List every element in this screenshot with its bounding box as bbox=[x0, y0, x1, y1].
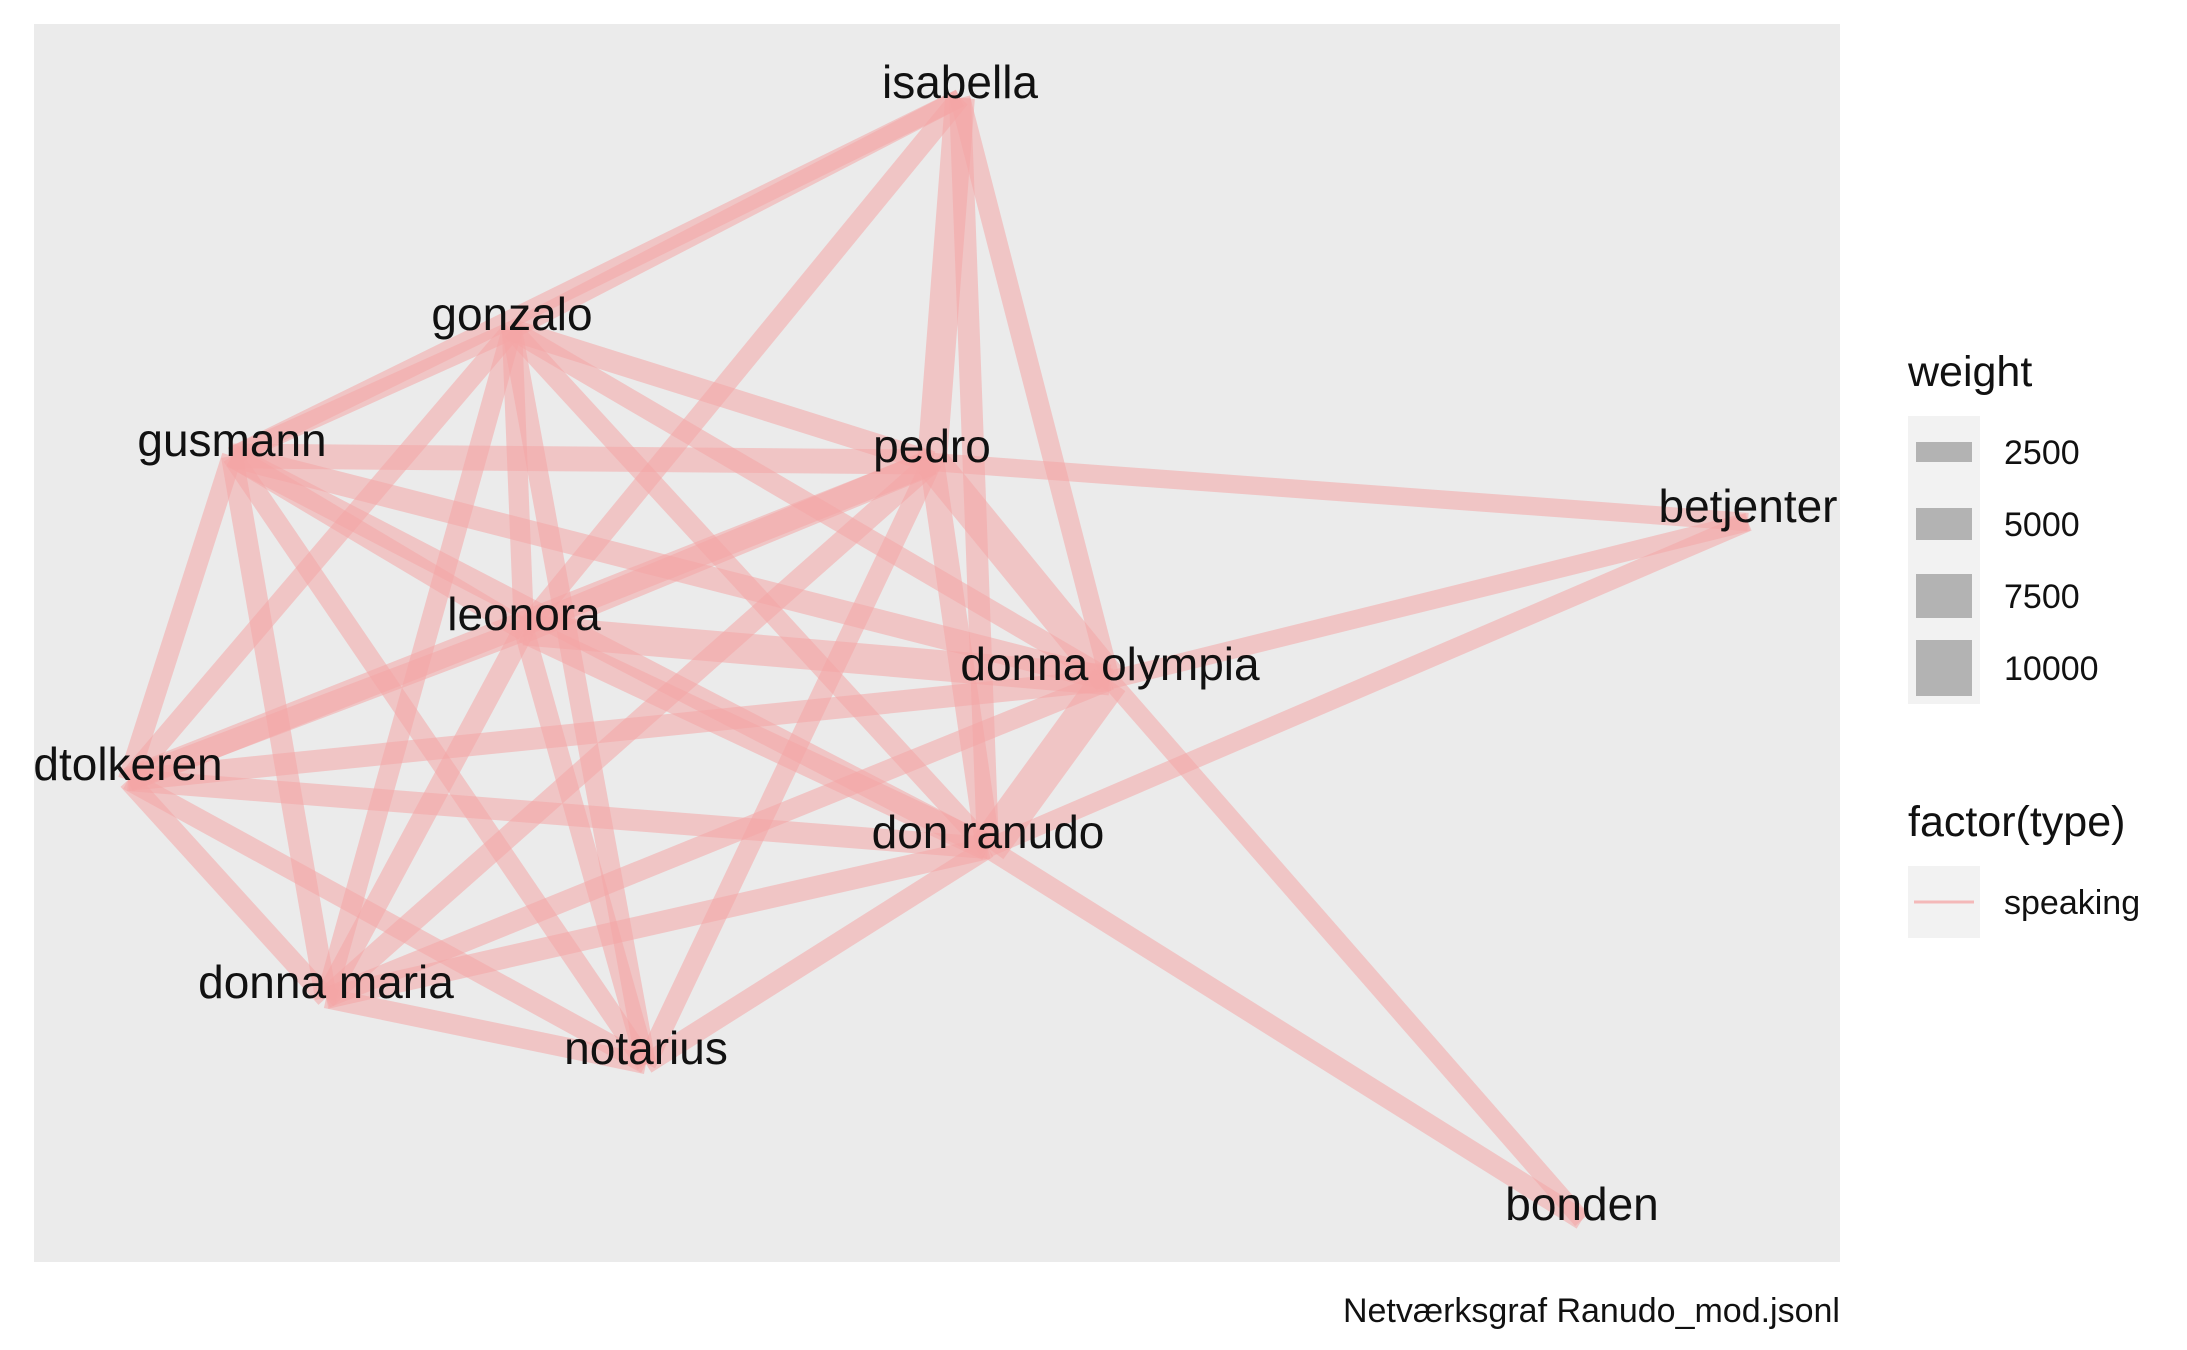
node-label-leonora: leonora bbox=[447, 588, 601, 640]
edge-don_ranudo-dtolkeren bbox=[127, 769, 989, 859]
legend-weight-title: weight bbox=[1907, 348, 2032, 396]
node-label-betjenter: betjenter bbox=[1658, 480, 1837, 532]
node-label-don_ranudo: don ranudo bbox=[872, 806, 1105, 858]
edge-leonora-don_ranudo bbox=[518, 618, 994, 860]
legend-weight-label: 7500 bbox=[2004, 578, 2080, 616]
edge-gusmann-notarius bbox=[223, 450, 655, 1070]
edge-pedro-betjenter bbox=[931, 452, 1749, 532]
edge-gusmann-pedro bbox=[231, 443, 933, 475]
node-labels-layer: isabella gonzalo gusmann pedro betjenter leon… bbox=[33, 56, 1837, 1230]
legend: weight 2500 5000 7500 10000 factor(type) sp… bbox=[1907, 348, 2140, 938]
legend-weight-key-7500 bbox=[1916, 574, 1972, 618]
edge-donna_olympia-don_ranudo bbox=[972, 668, 1126, 860]
edge-isabella-donna_olympia bbox=[950, 95, 1120, 683]
edge-dtolkeren-donna_maria bbox=[120, 773, 334, 1005]
edges-layer bbox=[118, 89, 1752, 1229]
edge-don_ranudo-donna_maria bbox=[323, 837, 991, 1009]
node-label-notarius: notarius bbox=[564, 1022, 728, 1074]
edge-betjenter-donna_olympia bbox=[1107, 513, 1751, 689]
node-label-pedro: pedro bbox=[873, 420, 991, 472]
edge-dtolkeren-notarius bbox=[123, 771, 651, 1073]
edge-gonzalo-pedro bbox=[508, 319, 936, 473]
legend-weight-keys: 2500 5000 7500 10000 bbox=[1908, 416, 2099, 704]
edge-gonzalo-dtolkeren bbox=[120, 323, 520, 787]
legend-type-title: factor(type) bbox=[1908, 798, 2125, 846]
legend-weight-label: 10000 bbox=[2004, 650, 2099, 688]
edge-leonora-notarius bbox=[514, 627, 656, 1067]
edge-leonora-donna_olympia bbox=[522, 614, 1112, 696]
edge-leonora-dtolkeren bbox=[124, 619, 528, 791]
edge-pedro-donna_olympia bbox=[918, 451, 1124, 691]
legend-type-label: speaking bbox=[2004, 884, 2140, 922]
edge-gusmann-dtolkeren bbox=[118, 452, 242, 784]
edge-gonzalo-gusmann bbox=[228, 321, 516, 465]
node-label-donna_olympia: donna olympia bbox=[960, 638, 1260, 690]
legend-weight-label: 2500 bbox=[2004, 434, 2080, 472]
edge-donna_olympia-donna_maria bbox=[322, 670, 1114, 1008]
legend-weight-key-2500 bbox=[1916, 442, 1972, 462]
edge-betjenter-don_ranudo bbox=[984, 513, 1752, 857]
plot-caption: Netværksgraf Ranudo_mod.jsonl bbox=[1343, 1292, 1840, 1330]
edge-donna_maria-notarius bbox=[323, 988, 649, 1074]
edge-donna_olympia-dtolkeren bbox=[126, 669, 1112, 791]
edge-donna_olympia-bonden bbox=[1103, 673, 1589, 1227]
legend-weight-key-10000 bbox=[1916, 640, 1972, 696]
node-label-donna_maria: donna maria bbox=[198, 956, 454, 1008]
node-label-dtolkeren: dtolkeren bbox=[33, 738, 222, 790]
edge-don_ranudo-bonden bbox=[982, 839, 1588, 1229]
node-label-bonden: bonden bbox=[1505, 1178, 1659, 1230]
node-label-isabella: isabella bbox=[882, 56, 1038, 108]
legend-type-keys: speaking bbox=[1908, 866, 2140, 938]
node-label-gonzalo: gonzalo bbox=[431, 288, 592, 340]
legend-weight-key-5000 bbox=[1916, 508, 1972, 540]
node-label-gusmann: gusmann bbox=[137, 414, 326, 466]
edge-don_ranudo-notarius bbox=[640, 839, 994, 1073]
legend-weight-label: 5000 bbox=[2004, 506, 2080, 544]
